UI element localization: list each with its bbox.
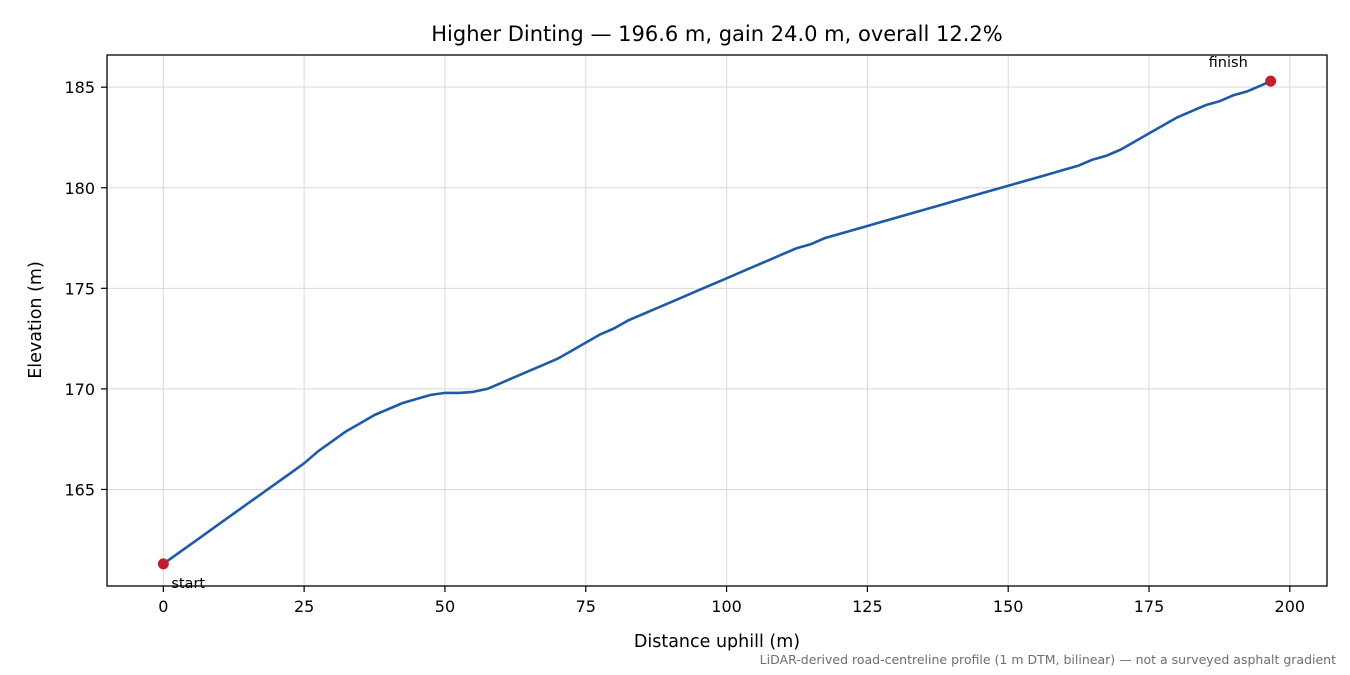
y-tick-label: 180 (64, 179, 95, 198)
y-tick-label: 185 (64, 78, 95, 97)
x-axis-label: Distance uphill (m) (634, 632, 800, 652)
x-tick-label: 50 (435, 597, 455, 616)
x-tick-label: 0 (158, 597, 168, 616)
finish-marker (1265, 75, 1277, 87)
axis-ticks: 0 25 50 75 100 125 150 175 200 165 170 175 180 185 (64, 78, 1305, 616)
start-marker (157, 558, 169, 570)
chart-footnote: LiDAR-derived road-centreline profile (1… (760, 652, 1336, 667)
finish-annotation: finish (1209, 55, 1248, 71)
x-tick-label: 200 (1275, 597, 1306, 616)
elevation-series-line (162, 79, 1272, 566)
x-tick-label: 75 (576, 597, 596, 616)
x-tick-label: 25 (294, 597, 314, 616)
x-tick-label: 175 (1134, 597, 1165, 616)
plot-area-frame (106, 54, 1328, 587)
start-annotation: start (171, 576, 205, 592)
y-tick-label: 170 (64, 380, 95, 399)
y-tick-label: 165 (64, 480, 95, 499)
x-tick-label: 125 (852, 597, 883, 616)
y-axis-label: Elevation (m) (26, 261, 46, 379)
chart-title: Higher Dinting — 196.6 m, gain 24.0 m, o… (431, 22, 1002, 46)
y-tick-label: 175 (64, 279, 95, 298)
x-tick-label: 150 (993, 597, 1024, 616)
x-tick-label: 100 (711, 597, 742, 616)
endpoint-markers: start finish (157, 55, 1277, 592)
grid-lines (107, 55, 1327, 586)
